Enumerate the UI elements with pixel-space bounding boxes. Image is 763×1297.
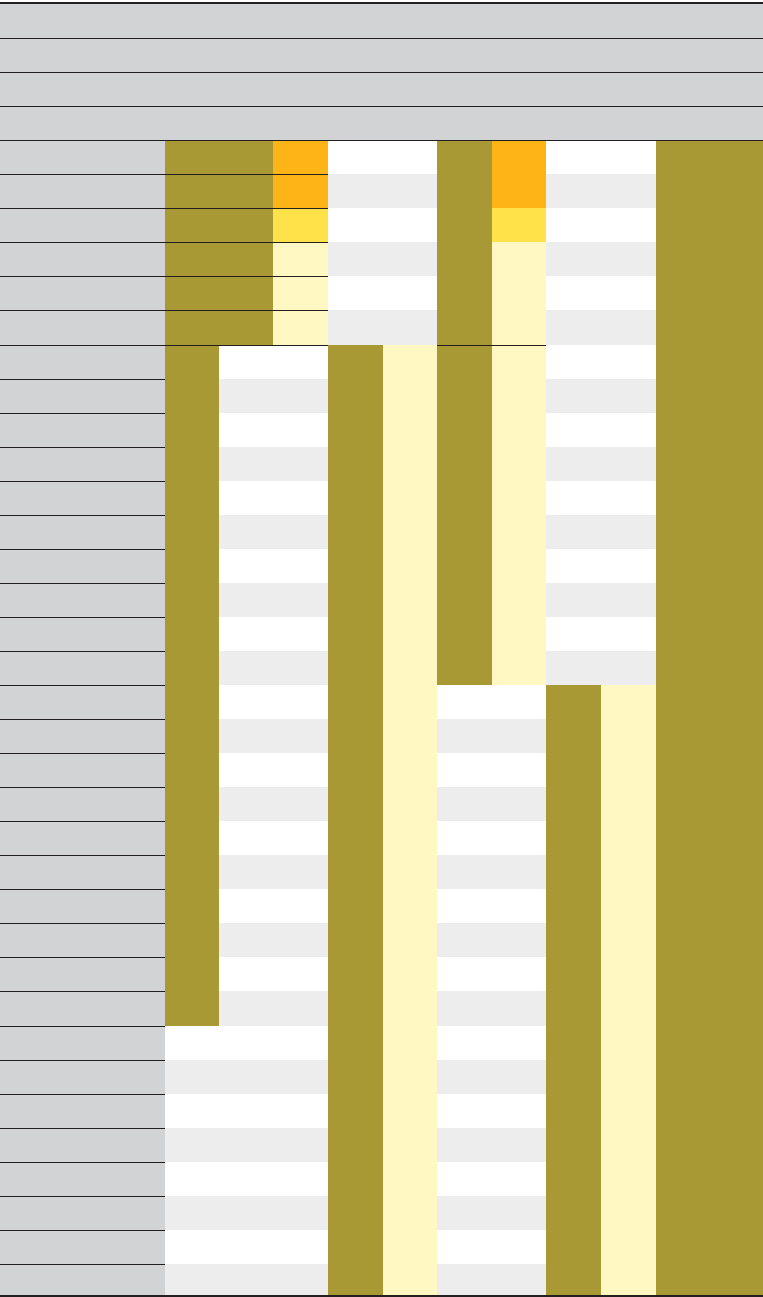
olive-bar <box>165 345 219 1026</box>
block-rule <box>165 276 328 277</box>
top-rule <box>0 2 763 4</box>
label-rule <box>0 651 165 652</box>
header-rule <box>0 106 763 107</box>
label-rule <box>0 379 165 380</box>
label-rule <box>0 855 165 856</box>
row-label-column <box>0 140 165 1295</box>
cream-cell <box>273 242 328 345</box>
label-rule <box>0 413 165 414</box>
label-rule <box>0 515 165 516</box>
bottom-rule <box>0 1295 763 1297</box>
label-rule <box>0 1264 165 1265</box>
cream-bar <box>601 685 656 1295</box>
label-rule <box>0 276 165 277</box>
yellow-cell <box>492 208 546 242</box>
label-rule <box>0 1196 165 1197</box>
header-rule <box>0 72 763 73</box>
olive-bar <box>546 685 601 1295</box>
olive-bar <box>656 140 763 1295</box>
label-rule <box>0 447 165 448</box>
block-rule <box>165 242 328 243</box>
label-rule <box>0 821 165 822</box>
cream-bar <box>492 242 546 685</box>
label-rule <box>0 753 165 754</box>
label-rule <box>0 889 165 890</box>
block-rule <box>165 208 328 209</box>
label-rule <box>0 174 165 175</box>
label-rule <box>0 923 165 924</box>
block-rule <box>165 310 328 311</box>
label-rule <box>0 345 165 346</box>
label-rule <box>0 208 165 209</box>
label-rule <box>0 719 165 720</box>
label-rule <box>0 549 165 550</box>
orange-cell <box>492 140 546 208</box>
label-rule <box>0 1162 165 1163</box>
olive-bar <box>437 140 492 685</box>
label-rule <box>0 957 165 958</box>
block-rule <box>165 345 328 346</box>
label-rule <box>0 1094 165 1095</box>
olive-bar <box>328 345 383 1295</box>
label-rule <box>0 310 165 311</box>
cream-bar <box>383 345 437 1295</box>
label-rule <box>0 617 165 618</box>
label-rule <box>0 242 165 243</box>
label-rule <box>0 1060 165 1061</box>
block-rule <box>165 174 328 175</box>
block-rule <box>437 345 546 346</box>
label-rule <box>0 583 165 584</box>
yellow-cell <box>273 208 328 242</box>
header-rule <box>0 38 763 39</box>
header-rule <box>0 140 763 141</box>
label-rule <box>0 685 165 686</box>
label-rule <box>0 1230 165 1231</box>
label-rule <box>0 991 165 992</box>
label-rule <box>0 481 165 482</box>
label-rule <box>0 1026 165 1027</box>
label-rule <box>0 1128 165 1129</box>
label-rule <box>0 787 165 788</box>
